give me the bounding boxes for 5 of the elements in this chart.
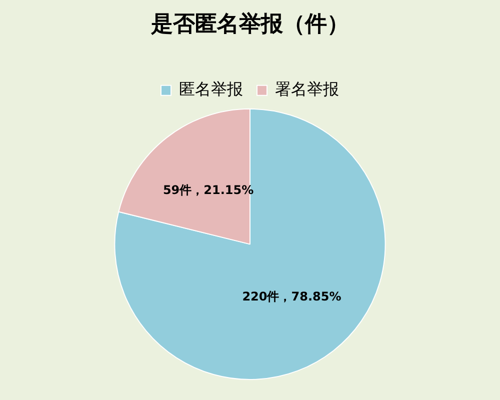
legend-label: 匿名举报 xyxy=(179,80,243,99)
legend-label: 署名举报 xyxy=(275,80,339,99)
data-label: 220件，78.85% xyxy=(242,290,342,304)
data-label: 59件，21.15% xyxy=(162,183,254,198)
chart-title: 是否匿名举报（件） xyxy=(150,10,349,37)
